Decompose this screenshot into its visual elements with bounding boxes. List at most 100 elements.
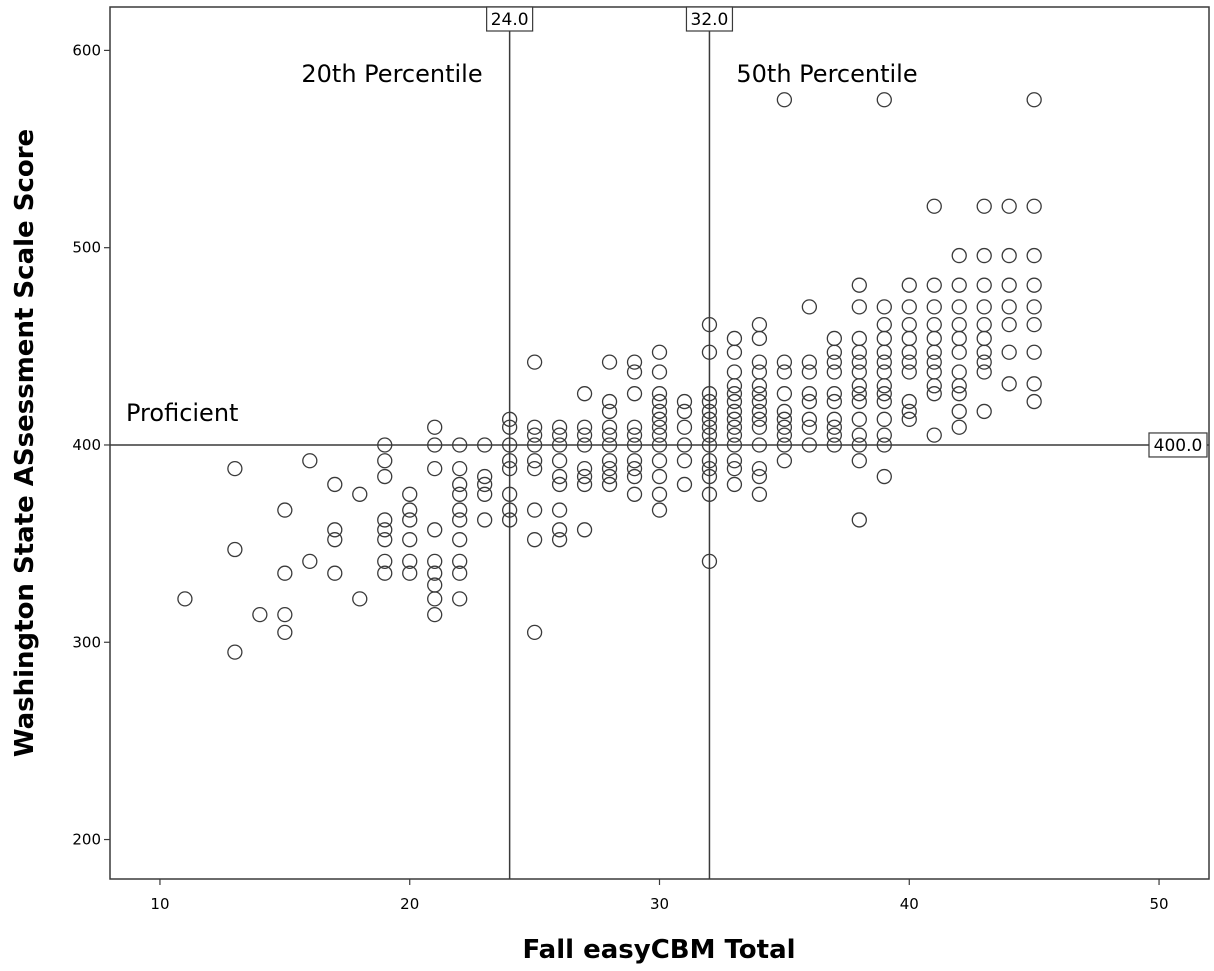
data-point [452,460,468,477]
data-point [501,512,518,528]
data-point [801,393,818,410]
data-point [277,606,293,623]
data-point [576,476,593,493]
data-point [377,437,393,453]
data-point [402,486,418,502]
data-point [951,299,967,315]
data-point [751,378,768,394]
data-point [701,553,718,570]
data-point [277,624,293,641]
data-point [776,419,793,435]
x-tick-label: 50 [1149,895,1168,913]
data-point [701,486,718,502]
data-point [601,476,618,493]
data-point [551,419,568,435]
data-point [751,330,768,347]
data-point [651,393,668,410]
data-point [776,427,793,443]
data-points [177,92,1042,660]
data-point [876,378,892,394]
data-point [851,453,867,469]
data-point [377,532,393,548]
data-point [601,437,618,453]
data-point [676,419,693,435]
data-point [726,427,743,443]
data-point [651,453,668,469]
data-point [651,427,668,443]
data-point [651,364,668,380]
data-point [701,403,718,420]
data-point [926,299,942,315]
data-point [876,411,892,427]
data-point [601,354,618,370]
data-point [976,344,992,360]
data-point [626,460,643,477]
data-point [776,411,793,427]
data-point [501,502,518,518]
data-point [1001,198,1017,214]
data-point [851,299,867,315]
data-point [1001,247,1017,264]
data-point [377,468,393,485]
data-point [776,386,793,402]
data-point [377,522,393,538]
data-point [726,386,743,402]
vertical-reference-label-box [486,6,534,32]
x-axis: 10 20 30 40 50 [150,879,1169,913]
data-point [801,364,818,380]
data-point [751,437,768,453]
data-point [976,247,992,264]
data-point [876,427,892,443]
data-point [976,299,992,315]
data-point [851,386,867,402]
data-point [1026,299,1042,315]
data-point [1001,299,1017,315]
data-point [1001,376,1017,392]
data-point [526,419,543,435]
data-point [402,565,418,581]
data-point [601,453,618,469]
data-point [776,403,793,420]
data-point [477,437,493,453]
data-point [601,460,618,477]
data-point [501,437,518,453]
vertical-reference-label: 32.0 [691,10,729,30]
data-point [651,419,668,435]
y-tick-label: 400 [72,436,101,454]
data-point [901,364,917,380]
data-point [726,476,743,493]
data-point [801,386,818,402]
data-point [751,468,768,485]
data-point [751,403,768,420]
plot-area [109,6,1210,880]
data-point [826,344,842,360]
data-point [501,411,518,427]
data-point [726,344,743,360]
data-point [901,393,917,410]
data-point [1026,376,1042,392]
data-point [951,403,967,420]
data-point [626,419,643,435]
data-point [826,364,842,380]
data-point [876,468,892,485]
data-point [551,522,568,538]
data-point [526,354,543,370]
data-point [701,468,718,485]
data-point [851,344,867,360]
data-point [751,460,768,477]
data-point [427,565,443,581]
data-point [501,419,518,435]
data-point [576,386,593,402]
data-point [826,386,842,402]
data-point [626,437,643,453]
data-point [901,277,917,293]
data-point [1001,344,1017,360]
data-point [477,468,493,485]
data-point [926,277,942,293]
data-point [876,437,892,453]
data-point [851,512,867,528]
data-point [776,453,793,469]
data-point [526,437,543,453]
percentile-20-annotation: 20th Percentile [301,60,482,88]
